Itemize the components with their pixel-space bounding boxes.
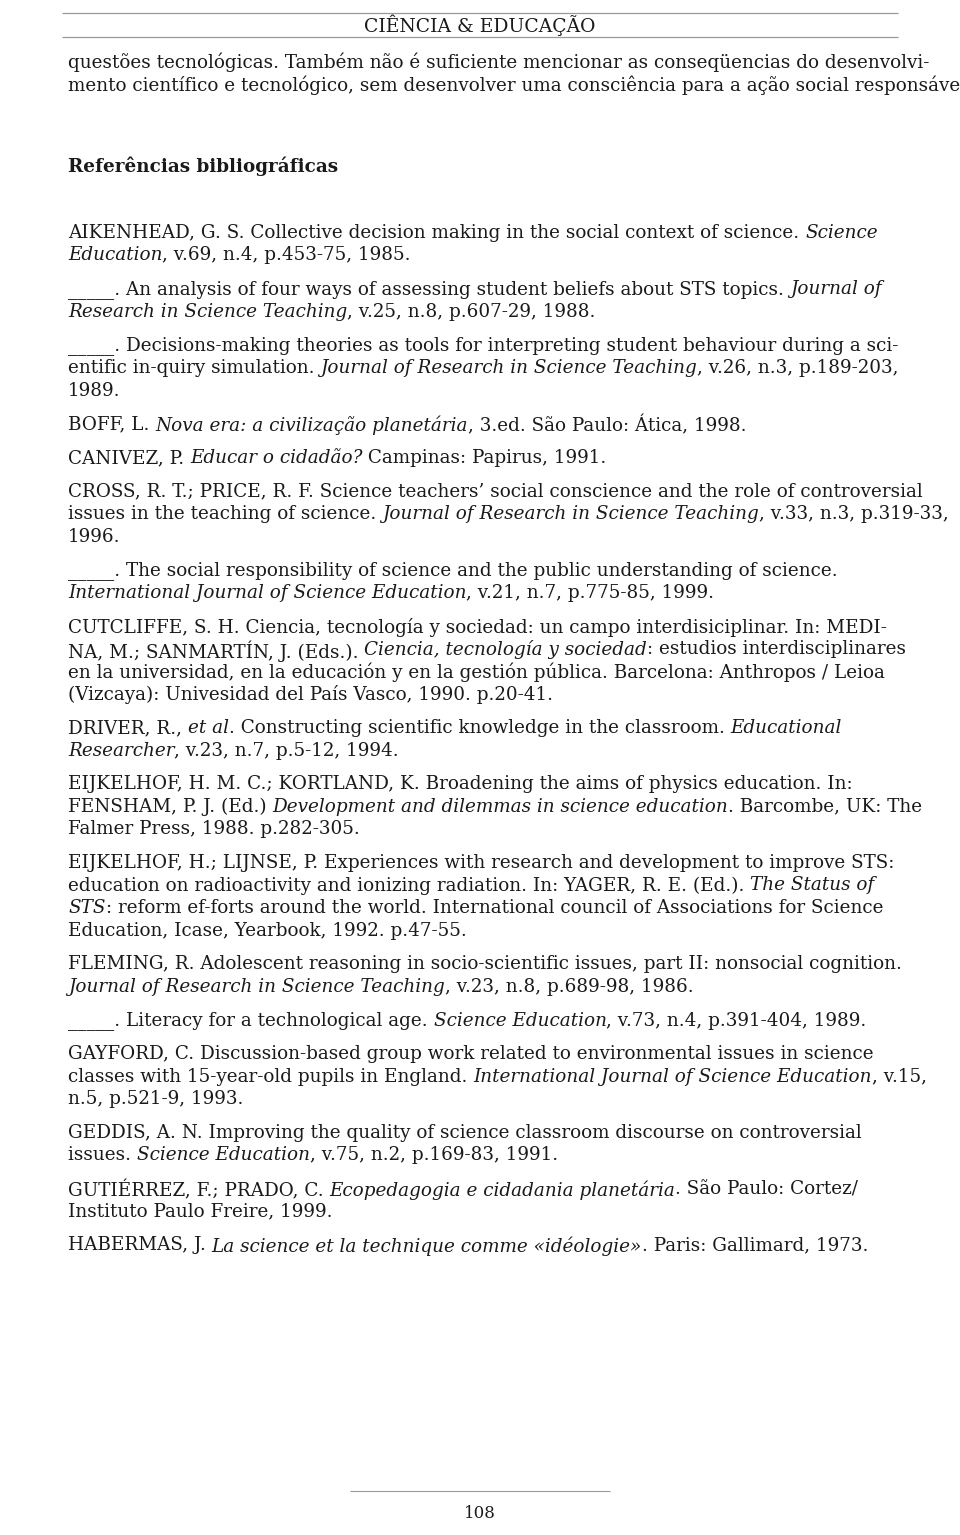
Text: Ecopedagogia e cidadania planetária: Ecopedagogia e cidadania planetária <box>329 1180 676 1200</box>
Text: International Journal of Science Education: International Journal of Science Educati… <box>68 583 467 602</box>
Text: Educar o cidadão?: Educar o cidadão? <box>190 450 363 467</box>
Text: EIJKELHOF, H. M. C.; KORTLAND, K. Broadening the aims of physics education. In:: EIJKELHOF, H. M. C.; KORTLAND, K. Broade… <box>68 775 852 794</box>
Text: CUTCLIFFE, S. H. Ciencia, tecnología y sociedad: un campo interdisiciplinar. In:: CUTCLIFFE, S. H. Ciencia, tecnología y s… <box>68 617 887 637</box>
Text: GEDDIS, A. N. Improving the quality of science classroom discourse on controvers: GEDDIS, A. N. Improving the quality of s… <box>68 1124 862 1142</box>
Text: La science et la technique comme «idéologie»: La science et la technique comme «idéolo… <box>212 1237 642 1256</box>
Text: International Journal of Science Education: International Journal of Science Educati… <box>473 1068 872 1085</box>
Text: Campinas: Papirus, 1991.: Campinas: Papirus, 1991. <box>363 450 607 467</box>
Text: issues in the teaching of science.: issues in the teaching of science. <box>68 505 382 523</box>
Text: , v.69, n.4, p.453-75, 1985.: , v.69, n.4, p.453-75, 1985. <box>162 247 411 264</box>
Text: NA, M.; SANMARTÍN, J. (Eds.).: NA, M.; SANMARTÍN, J. (Eds.). <box>68 640 365 662</box>
Text: et al: et al <box>188 718 228 737</box>
Text: Journal of Research in Science Teaching: Journal of Research in Science Teaching <box>321 359 697 378</box>
Text: Journal of: Journal of <box>790 281 881 298</box>
Text: Science: Science <box>805 224 877 243</box>
Text: STS: STS <box>68 900 106 916</box>
Text: n.5, p.521-9, 1993.: n.5, p.521-9, 1993. <box>68 1090 244 1108</box>
Text: . São Paulo: Cortez/: . São Paulo: Cortez/ <box>676 1180 858 1199</box>
Text: : estudios interdisciplinares: : estudios interdisciplinares <box>647 640 906 659</box>
Text: classes with 15-year-old pupils in England.: classes with 15-year-old pupils in Engla… <box>68 1068 473 1085</box>
Text: . Barcombe, UK: The: . Barcombe, UK: The <box>729 798 923 815</box>
Text: HABERMAS, J.: HABERMAS, J. <box>68 1237 212 1254</box>
Text: , v.15,: , v.15, <box>872 1068 926 1085</box>
Text: GUTIÉRREZ, F.; PRADO, C.: GUTIÉRREZ, F.; PRADO, C. <box>68 1180 329 1200</box>
Text: Ciencia, tecnología y sociedad: Ciencia, tecnología y sociedad <box>365 640 647 659</box>
Text: Referências bibliográficas: Referências bibliográficas <box>68 157 338 177</box>
Text: , v.73, n.4, p.391-404, 1989.: , v.73, n.4, p.391-404, 1989. <box>607 1012 867 1030</box>
Text: BOFF, L.: BOFF, L. <box>68 416 156 433</box>
Text: _____. An analysis of four ways of assessing student beliefs about STS topics.: _____. An analysis of four ways of asses… <box>68 281 790 299</box>
Text: EIJKELHOF, H.; LIJNSE, P. Experiences with research and development to improve S: EIJKELHOF, H.; LIJNSE, P. Experiences wi… <box>68 853 895 872</box>
Text: Science Education: Science Education <box>137 1147 310 1165</box>
Text: 1996.: 1996. <box>68 528 121 546</box>
Text: AIKENHEAD, G. S. Collective decision making in the social context of science.: AIKENHEAD, G. S. Collective decision mak… <box>68 224 805 243</box>
Text: FENSHAM, P. J. (Ed.): FENSHAM, P. J. (Ed.) <box>68 798 273 817</box>
Text: _____. Literacy for a technological age.: _____. Literacy for a technological age. <box>68 1012 434 1030</box>
Text: , v.23, n.7, p.5-12, 1994.: , v.23, n.7, p.5-12, 1994. <box>175 741 399 760</box>
Text: mento científico e tecnológico, sem desenvolver uma consciência para a ação soci: mento científico e tecnológico, sem dese… <box>68 75 960 95</box>
Text: , v.75, n.2, p.169-83, 1991.: , v.75, n.2, p.169-83, 1991. <box>310 1147 558 1165</box>
Text: Falmer Press, 1988. p.282-305.: Falmer Press, 1988. p.282-305. <box>68 820 360 838</box>
Text: . Constructing scientific knowledge in the classroom.: . Constructing scientific knowledge in t… <box>228 718 731 737</box>
Text: Development and dilemmas in science education: Development and dilemmas in science educ… <box>273 798 729 815</box>
Text: Education: Education <box>68 247 162 264</box>
Text: DRIVER, R.,: DRIVER, R., <box>68 718 188 737</box>
Text: CANIVEZ, P.: CANIVEZ, P. <box>68 450 190 467</box>
Text: Nova era: a civilização planetária: Nova era: a civilização planetária <box>156 416 468 434</box>
Text: _____. Decisions-making theories as tools for interpreting student behaviour dur: _____. Decisions-making theories as tool… <box>68 336 899 356</box>
Text: Journal of Research in Science Teaching: Journal of Research in Science Teaching <box>68 978 444 996</box>
Text: , 3.ed. São Paulo: Ática, 1998.: , 3.ed. São Paulo: Ática, 1998. <box>468 416 746 436</box>
Text: , v.26, n.3, p.189-203,: , v.26, n.3, p.189-203, <box>697 359 899 378</box>
Text: Research in Science Teaching: Research in Science Teaching <box>68 302 348 321</box>
Text: Science Education: Science Education <box>434 1012 607 1030</box>
Text: CIÊNCIA & EDUCAÇÃO: CIÊNCIA & EDUCAÇÃO <box>364 14 596 35</box>
Text: . Paris: Gallimard, 1973.: . Paris: Gallimard, 1973. <box>642 1237 869 1254</box>
Text: 1989.: 1989. <box>68 382 121 399</box>
Text: education on radioactivity and ionizing radiation. In: YAGER, R. E. (Ed.).: education on radioactivity and ionizing … <box>68 876 751 895</box>
Text: _____. The social responsibility of science and the public understanding of scie: _____. The social responsibility of scie… <box>68 562 838 580</box>
Text: CROSS, R. T.; PRICE, R. F. Science teachers’ social conscience and the role of c: CROSS, R. T.; PRICE, R. F. Science teach… <box>68 482 923 500</box>
Text: The Status of: The Status of <box>751 876 875 895</box>
Text: FLEMING, R. Adolescent reasoning in socio-scientific issues, part II: nonsocial : FLEMING, R. Adolescent reasoning in soci… <box>68 955 901 973</box>
Text: , v.25, n.8, p.607-29, 1988.: , v.25, n.8, p.607-29, 1988. <box>348 302 595 321</box>
Text: entific in-quiry simulation.: entific in-quiry simulation. <box>68 359 321 378</box>
Text: Education, Icase, Yearbook, 1992. p.47-55.: Education, Icase, Yearbook, 1992. p.47-5… <box>68 921 467 939</box>
Text: (Vizcaya): Univesidad del País Vasco, 1990. p.20-41.: (Vizcaya): Univesidad del País Vasco, 19… <box>68 685 553 705</box>
Text: GAYFORD, C. Discussion-based group work related to environmental issues in scien: GAYFORD, C. Discussion-based group work … <box>68 1045 874 1064</box>
Text: : reform ef-forts around the world. International council of Associations for Sc: : reform ef-forts around the world. Inte… <box>106 900 883 916</box>
Text: Researcher: Researcher <box>68 741 175 760</box>
Text: , v.23, n.8, p.689-98, 1986.: , v.23, n.8, p.689-98, 1986. <box>444 978 693 996</box>
Text: en la universidad, en la educación y en la gestión pública. Barcelona: Anthropos: en la universidad, en la educación y en … <box>68 663 885 682</box>
Text: issues.: issues. <box>68 1147 137 1165</box>
Text: 108: 108 <box>464 1504 496 1523</box>
Text: Journal of Research in Science Teaching: Journal of Research in Science Teaching <box>382 505 758 523</box>
Text: questões tecnológicas. Também não é suficiente mencionar as conseqüencias do des: questões tecnológicas. Também não é sufi… <box>68 54 929 72</box>
Text: Instituto Paulo Freire, 1999.: Instituto Paulo Freire, 1999. <box>68 1203 332 1220</box>
Text: Educational: Educational <box>731 718 842 737</box>
Text: , v.33, n.3, p.319-33,: , v.33, n.3, p.319-33, <box>758 505 948 523</box>
Text: , v.21, n.7, p.775-85, 1999.: , v.21, n.7, p.775-85, 1999. <box>467 583 714 602</box>
